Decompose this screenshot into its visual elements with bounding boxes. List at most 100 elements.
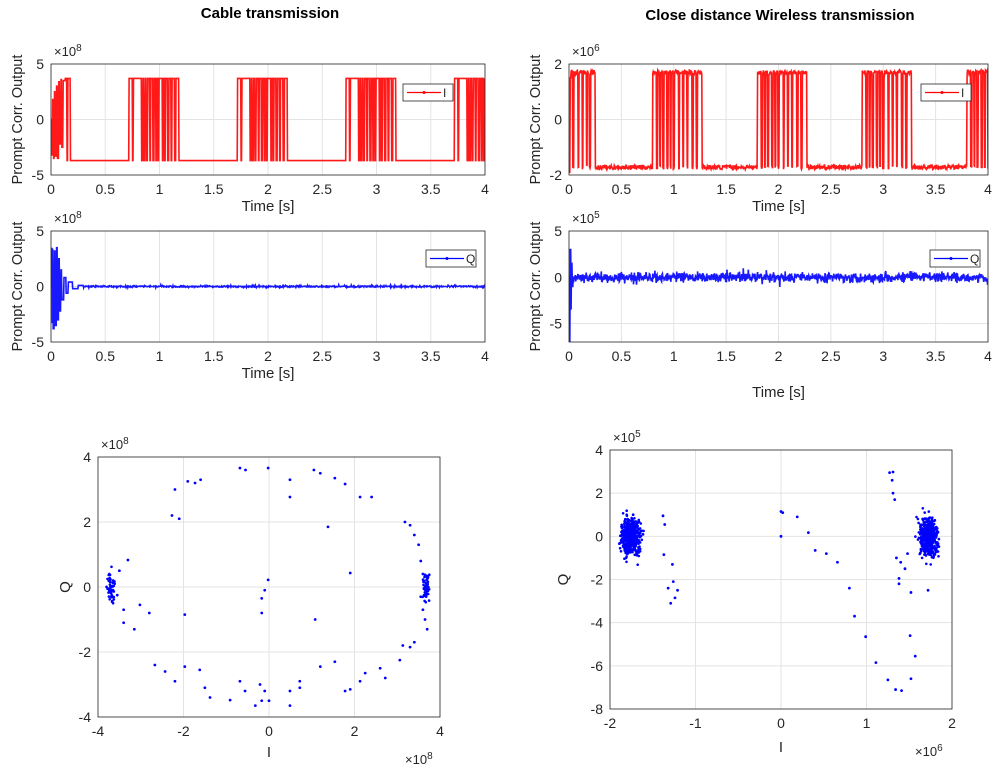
x-axis-label: I	[779, 739, 783, 756]
legend-marker	[445, 257, 449, 260]
scatter-point	[900, 689, 903, 693]
scatter-point	[636, 563, 639, 566]
scatter-point	[633, 540, 636, 544]
x-tick-label: 2.5	[313, 348, 333, 364]
scatter-point	[288, 704, 292, 708]
scatter-point	[266, 466, 270, 470]
scatter-point	[267, 699, 271, 703]
axes-box	[568, 63, 989, 176]
data-layer	[105, 466, 431, 708]
x-tick-label: 3.5	[421, 181, 441, 197]
scatter-point	[398, 658, 402, 662]
scatter-point	[897, 577, 901, 580]
scatter-point	[173, 488, 177, 491]
scatter-point	[620, 525, 623, 528]
scatter-point	[661, 514, 665, 518]
scatter-point	[629, 551, 632, 554]
scatter-point	[897, 582, 901, 586]
scatter-point	[313, 618, 317, 621]
scatter-point	[629, 538, 633, 541]
y-tick-label: -6	[591, 658, 604, 674]
scatter-point	[423, 618, 427, 621]
x-tick-label: 3	[373, 348, 381, 364]
x-tick-label: 3.5	[421, 348, 441, 364]
y-tick-label: 0	[36, 279, 44, 295]
scatter-point	[903, 567, 907, 571]
x-tick-label: 2	[775, 181, 783, 197]
scatter-point	[933, 532, 937, 535]
scatter-point	[920, 535, 924, 539]
y-tick-label: -4	[591, 615, 604, 631]
y-axis-label: Prompt Corr. Output	[528, 222, 544, 352]
scatter-point	[642, 529, 645, 533]
series-line-I	[51, 77, 485, 162]
y-axis-label: Prompt Corr. Output	[10, 55, 26, 185]
scatter-point	[624, 536, 628, 539]
y-tick-label: 2	[554, 56, 562, 72]
scatter-point	[117, 569, 121, 573]
x-tick-label: 1	[156, 181, 164, 197]
series-line-Q	[569, 248, 988, 342]
y-axis-label: Q	[555, 574, 572, 586]
scatter-point	[628, 547, 632, 551]
scatter-point	[110, 585, 113, 589]
scatter-point	[637, 518, 641, 522]
scatter-point	[925, 546, 928, 550]
scatter-point	[298, 686, 302, 690]
scatter-point	[908, 634, 912, 638]
y-exponent-label: ×106	[572, 43, 600, 59]
scatter-point	[633, 526, 637, 529]
scatter-point	[635, 537, 639, 540]
legend: I	[402, 83, 454, 102]
scatter-point	[108, 573, 112, 577]
y-tick-label: 0	[554, 269, 562, 285]
scatter-point	[931, 516, 934, 519]
scatter-point	[929, 525, 933, 528]
scatter-point	[266, 578, 270, 582]
scatter-point	[238, 466, 242, 470]
scatter-point	[917, 521, 920, 525]
axes-box	[609, 449, 953, 710]
x-tick-label: 0.5	[612, 181, 632, 197]
scatter-point	[624, 521, 628, 524]
scatter-point	[676, 588, 679, 592]
x-tick-label: 0	[47, 181, 55, 197]
scatter-point	[318, 471, 322, 475]
scatter-point	[383, 676, 387, 680]
scatter-point	[348, 571, 352, 575]
scatter-point	[935, 548, 938, 552]
scatter-point	[919, 549, 923, 552]
scatter-point	[813, 548, 817, 552]
scatter-point	[663, 523, 667, 526]
scatter-point	[132, 627, 136, 631]
scatter-point	[933, 518, 937, 522]
y-exponent-label: ×108	[54, 210, 82, 226]
scatter-point	[108, 583, 112, 586]
scatter-point	[927, 527, 931, 530]
scatter-point	[925, 523, 929, 527]
axes-box	[97, 456, 441, 718]
data-layer	[618, 470, 941, 693]
x-tick-label: 0.5	[612, 348, 632, 364]
scatter-point	[109, 578, 112, 581]
scatter-point	[624, 544, 628, 547]
y-tick-label: 0	[83, 579, 91, 595]
scatter-point	[625, 548, 629, 552]
scatter-point	[408, 645, 412, 649]
x-tick-label: 0	[777, 715, 785, 731]
scatter-point	[263, 689, 267, 693]
scatter-point	[426, 582, 430, 586]
scatter-point	[363, 671, 367, 675]
y-tick-label: -8	[591, 701, 604, 717]
x-tick-label: 1.5	[716, 348, 736, 364]
scatter-point	[108, 580, 112, 583]
scatter-point	[633, 517, 636, 520]
scatter-point	[928, 533, 931, 536]
scatter-point	[627, 525, 631, 529]
scatter-point	[260, 596, 264, 600]
y-tick-label: -2	[550, 167, 563, 183]
scatter-point	[924, 539, 927, 542]
scatter-point	[671, 562, 674, 566]
scatter-point	[899, 560, 903, 564]
